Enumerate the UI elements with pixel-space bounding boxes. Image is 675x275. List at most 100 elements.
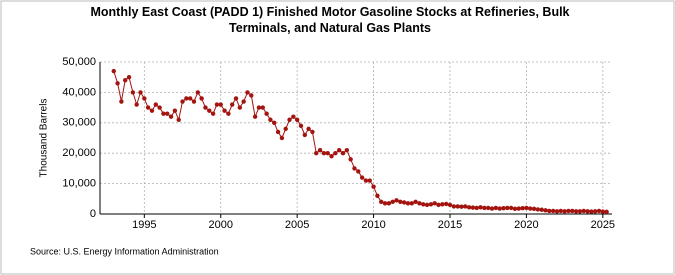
y-tick-label: 50,000: [62, 56, 96, 68]
data-point: [233, 96, 239, 101]
data-point: [550, 208, 556, 214]
data-point: [115, 81, 120, 86]
data-point: [145, 105, 151, 110]
x-tick-label: 2025: [591, 219, 615, 231]
data-point: [382, 201, 388, 206]
data-point: [268, 117, 273, 122]
data-point: [585, 209, 590, 214]
data-point: [512, 206, 518, 212]
data-point: [371, 184, 376, 189]
x-tick-label: 1995: [132, 219, 156, 231]
data-point: [287, 117, 292, 122]
data-point: [191, 99, 197, 104]
data-point: [237, 105, 243, 110]
data-point: [157, 105, 162, 110]
data-point: [520, 206, 525, 211]
data-point: [252, 114, 258, 119]
data-point: [493, 205, 499, 211]
data-point: [333, 151, 338, 156]
data-point: [314, 151, 319, 156]
data-point: [126, 75, 132, 80]
data-point: [596, 208, 602, 214]
data-point: [379, 199, 384, 205]
y-tick-label: 10,000: [62, 178, 96, 190]
data-point: [187, 96, 193, 101]
data-point: [531, 206, 537, 212]
data-point: [172, 108, 178, 113]
data-point: [153, 102, 158, 107]
data-point: [184, 96, 189, 101]
data-point: [134, 102, 139, 107]
data-point: [168, 114, 174, 119]
data-point: [279, 135, 285, 141]
data-point: [589, 209, 594, 214]
data-point: [329, 154, 334, 159]
data-point: [401, 200, 407, 205]
data-point: [428, 202, 434, 207]
data-point: [390, 199, 395, 205]
data-point: [535, 207, 541, 212]
data-point: [558, 208, 563, 214]
data-point: [294, 117, 300, 122]
data-point: [463, 204, 468, 209]
data-point: [447, 202, 453, 208]
data-point: [570, 208, 575, 214]
data-point: [562, 209, 567, 214]
data-point: [604, 209, 609, 215]
data-point: [516, 206, 521, 211]
data-point: [111, 68, 116, 74]
data-point: [440, 202, 445, 207]
data-point: [554, 209, 560, 214]
plot-area: [100, 62, 612, 214]
data-point: [352, 166, 357, 171]
data-point: [291, 114, 296, 119]
source-note: Source: U.S. Energy Information Administ…: [30, 246, 219, 256]
data-point: [466, 205, 472, 210]
x-tick-label: 2020: [514, 219, 538, 231]
data-point: [386, 201, 392, 206]
data-point: [218, 102, 223, 107]
data-point: [577, 209, 583, 214]
data-point: [340, 151, 346, 156]
data-point: [356, 169, 361, 174]
data-point: [130, 90, 136, 95]
data-point: [566, 208, 571, 214]
data-point: [592, 209, 598, 214]
data-point: [245, 90, 250, 95]
data-point: [210, 111, 216, 116]
data-point: [256, 105, 262, 110]
data-point: [459, 204, 464, 209]
data-point: [436, 202, 441, 208]
data-point: [443, 201, 449, 207]
data-point: [306, 126, 311, 132]
data-point: [226, 111, 231, 116]
data-point: [455, 204, 460, 209]
data-point: [195, 90, 201, 95]
data-point: [207, 108, 212, 113]
data-point: [359, 175, 365, 180]
data-point: [470, 205, 476, 210]
y-tick-label: 20,000: [62, 147, 96, 159]
data-point: [161, 111, 166, 116]
data-point: [199, 96, 204, 101]
data-point: [241, 99, 246, 104]
y-axis-label: Thousand Barrels: [39, 99, 50, 178]
data-point: [394, 198, 399, 203]
data-point: [528, 206, 533, 211]
y-tick-label: 40,000: [62, 86, 96, 98]
data-point: [344, 147, 350, 153]
data-point: [497, 206, 502, 211]
data-point: [409, 201, 414, 206]
data-point: [302, 132, 307, 138]
data-point: [486, 205, 491, 211]
data-point: [543, 208, 548, 213]
data-point: [501, 206, 506, 211]
x-tick-label: 2005: [285, 219, 309, 231]
data-point: [138, 90, 143, 95]
data-point: [149, 108, 155, 113]
data-point: [325, 151, 330, 156]
data-point: [264, 111, 269, 116]
data-point: [421, 202, 426, 207]
y-tick-label: 30,000: [62, 117, 96, 129]
data-point: [176, 117, 181, 122]
